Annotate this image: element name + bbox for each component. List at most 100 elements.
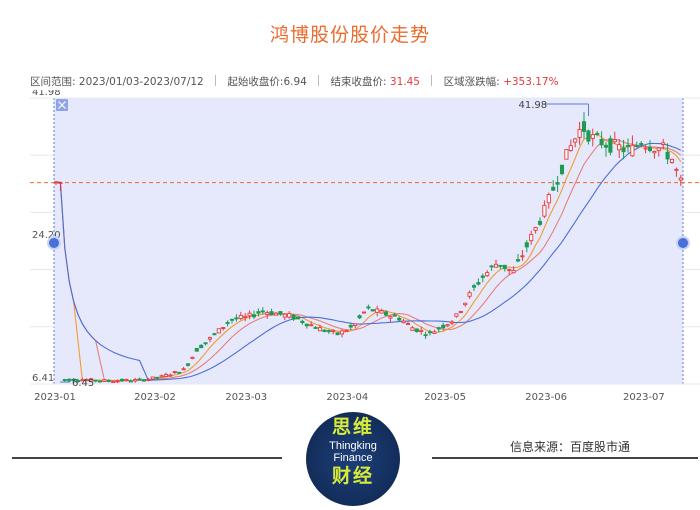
- candle: [507, 268, 512, 275]
- divider: [215, 75, 217, 86]
- candle: [498, 264, 503, 270]
- candle-body: [265, 312, 270, 315]
- candle-body: [392, 314, 397, 317]
- candle-body: [463, 302, 468, 306]
- candle-body: [410, 327, 415, 331]
- chart-area[interactable]: 41.98 24.20 6.41 2023-01 2023-02 2023-03 2023-…: [0, 87, 700, 420]
- candle: [133, 377, 138, 383]
- candle-body: [383, 311, 389, 316]
- footer-line-right: [432, 457, 698, 459]
- candle: [331, 329, 336, 335]
- candle: [71, 378, 76, 382]
- range-label: 区间范围:: [30, 76, 76, 88]
- stock-chart[interactable]: 41.98 24.20 6.41 2023-01 2023-02 2023-03 2023-…: [0, 87, 700, 420]
- candle: [159, 374, 164, 378]
- candle-body: [229, 318, 235, 321]
- candle: [238, 311, 243, 321]
- candle: [137, 377, 142, 381]
- candle-body: [300, 320, 305, 324]
- candle-body: [630, 144, 635, 157]
- y-tick-label: 24.20: [32, 230, 61, 241]
- candle-body: [137, 378, 142, 381]
- candle: [353, 323, 358, 329]
- candle: [93, 379, 98, 383]
- candle: [128, 379, 133, 383]
- candle: [427, 329, 433, 336]
- candle: [678, 174, 683, 186]
- range-handle-right[interactable]: [676, 235, 690, 250]
- change-label: 区域涨跌幅:: [443, 76, 500, 88]
- candle-body: [467, 292, 472, 297]
- candle: [75, 378, 81, 383]
- candle-body: [159, 375, 164, 378]
- x-tick-label: 2023-03: [225, 392, 267, 403]
- candle-body: [634, 145, 639, 147]
- logo-text-bottom: 财经: [331, 465, 374, 487]
- candle-body: [370, 309, 375, 312]
- candle-body: [643, 147, 648, 150]
- candle: [53, 180, 59, 185]
- candle-body: [97, 380, 103, 383]
- candle: [357, 314, 362, 320]
- candle: [520, 250, 525, 261]
- chart-title: 鸿博股份股价走势: [269, 24, 430, 46]
- candle-body: [590, 134, 595, 139]
- candle-body: [489, 265, 494, 268]
- candle-body: [524, 242, 529, 248]
- candle: [599, 131, 604, 149]
- candle: [423, 331, 428, 340]
- candle-body: [287, 313, 292, 318]
- candle: [326, 329, 331, 334]
- candle-body: [458, 311, 463, 313]
- candle-body: [291, 314, 296, 320]
- candle: [124, 378, 129, 382]
- candle-body: [89, 378, 94, 382]
- candle: [247, 310, 252, 320]
- x-tick-label: 2023-07: [623, 392, 665, 403]
- candle-body: [445, 324, 450, 327]
- candle-body: [155, 376, 160, 379]
- candle-body: [295, 316, 301, 320]
- candle: [212, 332, 217, 336]
- candle: [537, 217, 543, 227]
- range-handle-left[interactable]: [47, 235, 61, 250]
- candle: [603, 142, 609, 157]
- candle: [203, 342, 208, 346]
- candle-body: [84, 379, 89, 382]
- candle: [229, 318, 235, 324]
- candle: [168, 373, 173, 377]
- candle-body: [595, 132, 600, 135]
- candle: [375, 305, 380, 317]
- candle: [581, 112, 587, 139]
- candle-body: [441, 324, 446, 329]
- candle: [207, 336, 213, 343]
- candle-body: [212, 333, 217, 336]
- candle-body: [621, 147, 626, 153]
- y-tick-label: 6.41: [32, 373, 54, 384]
- candle-body: [185, 363, 191, 366]
- candle-body: [577, 128, 582, 138]
- candle: [221, 327, 226, 331]
- candle: [674, 167, 679, 177]
- close-icon-stroke: [58, 101, 66, 109]
- candle-body: [146, 378, 151, 381]
- candle: [115, 379, 120, 384]
- logo-text-top: 思维: [331, 416, 374, 438]
- candle-body: [181, 368, 186, 371]
- candle: [573, 137, 578, 148]
- candle: [177, 371, 182, 374]
- candle: [322, 328, 327, 333]
- candle-body: [177, 371, 182, 374]
- candle-body: [80, 379, 85, 382]
- candle-body: [405, 323, 411, 326]
- y-tick-label: 41.98: [32, 90, 61, 98]
- candle: [419, 326, 424, 335]
- x-tick-label: 2023-06: [525, 392, 567, 403]
- candle-body: [639, 143, 644, 146]
- candle: [309, 321, 314, 327]
- candle-body: [375, 308, 380, 313]
- candle: [617, 139, 622, 159]
- ma20-line: [55, 142, 682, 381]
- candle-body: [678, 177, 683, 181]
- candle-body: [326, 330, 331, 333]
